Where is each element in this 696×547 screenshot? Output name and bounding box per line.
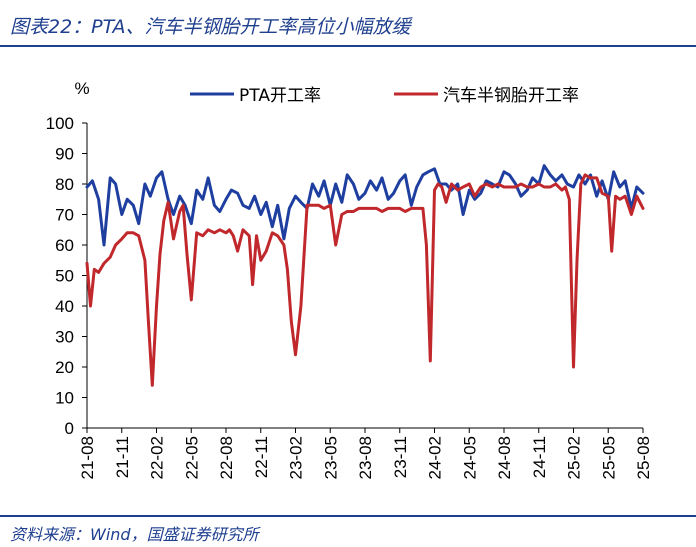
series-layer	[85, 164, 645, 387]
y-tick-label: 40	[55, 297, 74, 316]
x-tick-label: 23-11	[391, 436, 410, 478]
x-tick-label: 24-05	[460, 436, 479, 479]
x-tick-label: 23-02	[287, 436, 306, 479]
source-divider	[0, 515, 696, 517]
x-tick-label: 22-11	[252, 436, 271, 478]
y-tick-label: 0	[65, 419, 74, 438]
title-divider	[0, 45, 696, 47]
y-tick-label: 20	[55, 358, 74, 377]
x-tick-label: 23-08	[356, 436, 375, 479]
x-tick-label: 22-05	[182, 436, 201, 479]
y-tick-label: 90	[55, 145, 74, 164]
figure-title: 图表22：PTA、汽车半钢胎开工率高位小幅放缓	[10, 16, 411, 38]
x-tick-label: 24-11	[530, 436, 549, 478]
y-tick-label: 100	[46, 114, 74, 133]
x-tick-label: 24-02	[426, 436, 445, 479]
source-note: 资料来源：Wind，国盛证券研究所	[10, 525, 259, 544]
series-line-1	[85, 164, 645, 247]
y-tick-label: 30	[55, 328, 74, 347]
legend-label-2: 汽车半钢胎开工率	[443, 86, 579, 106]
x-tick-label: 21-11	[113, 436, 132, 478]
y-axis-unit-label: %	[74, 79, 89, 98]
x-tick-label: 24-08	[495, 436, 514, 479]
y-tick-label: 50	[55, 267, 74, 286]
x-tick-label: 22-08	[217, 436, 236, 479]
y-tick-label: 60	[55, 236, 74, 255]
legend-label-1: PTA开工率	[239, 86, 321, 106]
x-tick-label: 25-08	[634, 436, 653, 479]
y-tick-label: 10	[55, 389, 74, 408]
x-tick-label: 23-05	[321, 436, 340, 479]
x-tick-label: 25-05	[599, 436, 618, 479]
y-tick-label: 80	[55, 175, 74, 194]
series-line-2	[85, 173, 645, 387]
y-tick-label: 70	[55, 206, 74, 225]
x-tick-label: 22-02	[148, 436, 167, 479]
legend: PTA开工率 汽车半钢胎开工率	[190, 86, 579, 106]
x-tick-label: 21-08	[78, 436, 97, 479]
axes: 0 10 20 30 40 50 60 70 80 90 100 21-08 21-11 22-02 22-…	[46, 114, 653, 479]
x-tick-label: 25-02	[565, 436, 584, 479]
